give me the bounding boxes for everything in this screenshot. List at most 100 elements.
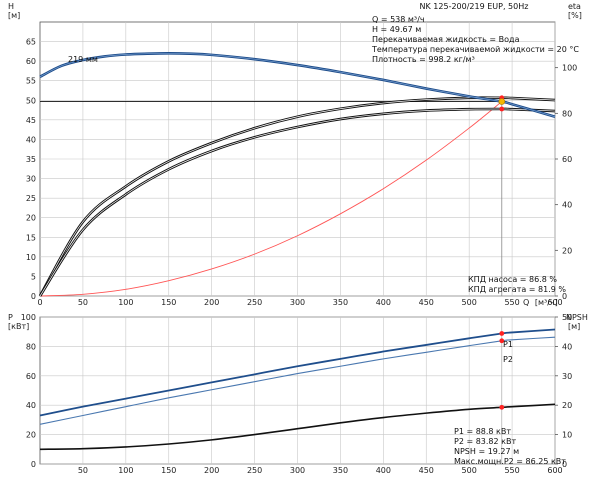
- top-y-tick-label: 15: [26, 233, 36, 242]
- top-y-right-label: eta: [568, 2, 581, 11]
- top-x-tick-label: 500: [462, 298, 477, 307]
- info-line-3: Температура перекачиваемой жидкости = 20…: [371, 45, 579, 54]
- top-x-tick-label: 600: [547, 298, 562, 307]
- top-x-tick-label: 200: [204, 298, 219, 307]
- top-y-tick-label: 30: [26, 175, 36, 184]
- info-line-2: Перекачиваемая жидкость = Вода: [372, 35, 520, 44]
- bottom-x-tick-label: 450: [419, 466, 434, 474]
- info-line-0: Q = 538 м³/ч: [372, 15, 425, 24]
- info-line-1: H = 49.67 м: [372, 25, 421, 34]
- top-y2-tick-label: 40: [562, 201, 572, 210]
- duty-point-marker: [498, 98, 506, 105]
- top-y-tick-label: 5: [31, 272, 36, 281]
- bottom-y2-tick-label: 0: [562, 460, 567, 469]
- top-x-tick-label: 250: [247, 298, 262, 307]
- top-x-tick-label: 50: [78, 298, 88, 307]
- top-y-tick-label: 50: [26, 96, 36, 105]
- system-curve-line: [39, 101, 503, 297]
- bottom-y2-tick-label: 50: [562, 313, 572, 322]
- top-x-tick-label-0: 0: [37, 298, 42, 307]
- top-y-left-label: H: [8, 2, 14, 11]
- top-x-tick-label: 150: [161, 298, 176, 307]
- top-y2-tick-label: 0: [562, 292, 567, 301]
- eff-line-0: КПД насоса = 86.8 %: [468, 275, 557, 284]
- bottom-ticks: 50 100 150 200 250 300 350 400 450 500 550 60002040…: [21, 313, 572, 475]
- top-y-tick-label: 35: [26, 155, 36, 164]
- bottom-x-tick-label: 100: [118, 466, 133, 474]
- eff-line-1: КПД агрегата = 81.9 %: [468, 285, 566, 294]
- bottom-y-tick-label: 80: [26, 342, 36, 351]
- bottom-x-tick-label: 350: [333, 466, 348, 474]
- top-y-tick-label: 25: [26, 194, 36, 203]
- bottom-info-line-3: Макс.мощн.P2 = 86.25 кВт: [454, 457, 566, 466]
- bottom-y2-tick-label: 20: [562, 401, 572, 410]
- bottom-x-tick-label: 300: [290, 466, 305, 474]
- x-axis-label: Q [м³/ч]: [523, 298, 558, 307]
- bottom-grid: [39, 316, 558, 465]
- bottom-y-left-unit: [кВт]: [8, 322, 29, 331]
- top-y-tick-label: 20: [26, 214, 36, 223]
- top-y-tick-label: 55: [26, 77, 36, 86]
- bottom-x-tick-label: 250: [247, 466, 262, 474]
- top-y-left-unit: [м]: [8, 11, 20, 20]
- bottom-y-tick-label: 20: [26, 431, 36, 440]
- info-line-4: Плотность = 998.2 кг/м³: [372, 55, 475, 64]
- bottom-x-tick-label: 550: [504, 466, 519, 474]
- bottom-x-tick-label: 200: [204, 466, 219, 474]
- bottom-y-tick-label: 100: [21, 313, 36, 322]
- bottom-y2-tick-label: 30: [562, 372, 572, 381]
- p1-marker: [499, 331, 505, 336]
- bottom-info-line-1: P2 = 83.82 кВт: [454, 437, 516, 446]
- top-x-tick-label: 300: [290, 298, 305, 307]
- top-y2-tick-label: 100: [562, 64, 577, 73]
- top-y-tick-label: 60: [26, 57, 36, 66]
- top-series: [38, 52, 556, 297]
- bottom-y-right-unit: [м]: [568, 322, 580, 331]
- x-axis-name: Q: [523, 298, 529, 307]
- x-axis-unit: [м³/ч]: [535, 298, 558, 307]
- bottom-y-right-label: NPSH: [566, 313, 588, 322]
- top-grid: [39, 21, 558, 297]
- top-y-tick-label: 65: [26, 38, 36, 47]
- p2-marker: [499, 338, 505, 344]
- npsh-marker: [499, 404, 505, 410]
- unit-efficiency-line-inner: [39, 108, 556, 297]
- top-y-tick-label: 45: [26, 116, 36, 125]
- bottom-x-tick-label: 400: [376, 466, 391, 474]
- top-x-tick-label: 350: [333, 298, 348, 307]
- p1-label: P1: [503, 340, 513, 349]
- top-x-tick-label: 450: [419, 298, 434, 307]
- bottom-x-tick-label: 600: [547, 466, 562, 474]
- bottom-x-tick-label: 50: [78, 466, 88, 474]
- chart-title: NK 125-200/219 EUP, 50Hz: [420, 2, 529, 11]
- head-curve-line-inner: [39, 52, 556, 118]
- bottom-series: [39, 317, 556, 464]
- top-y2-tick-label: 60: [562, 155, 572, 164]
- p2-label: P2: [503, 355, 513, 364]
- bottom-info-line-2: NPSH = 19.27 м: [454, 447, 519, 456]
- top-y2-tick-label: 80: [562, 109, 572, 118]
- top-y-tick-label: 40: [26, 135, 36, 144]
- bottom-y-tick-label: 60: [26, 372, 36, 381]
- top-x-tick-label: 400: [376, 298, 391, 307]
- curve-label-219: 219 мм: [68, 55, 98, 64]
- top-y-tick-label: 0: [31, 292, 36, 301]
- bottom-info-line-0: P1 = 88.8 кВт: [454, 427, 511, 436]
- pump-efficiency-line-inner: [39, 97, 556, 297]
- bottom-y-left-label: P: [8, 313, 13, 322]
- top-y2-tick-label: 20: [562, 246, 572, 255]
- top-y-tick-label: 10: [26, 253, 36, 262]
- bottom-x-tick-label: 150: [161, 466, 176, 474]
- bottom-y2-tick-label: 10: [562, 431, 572, 440]
- top-x-tick-label: 550: [504, 298, 519, 307]
- top-x-tick-label: 100: [118, 298, 133, 307]
- bottom-y-tick-label: 40: [26, 401, 36, 410]
- bottom-x-tick-label: 500: [462, 466, 477, 474]
- top-ticks: 50 100 150 200 250 300 350 400 450 500 550 60005101…: [26, 38, 577, 307]
- unit-efficiency-marker: [499, 106, 505, 112]
- top-y-right-unit: [%]: [568, 11, 582, 20]
- bottom-y2-tick-label: 40: [562, 342, 572, 351]
- bottom-y-tick-label: 0: [31, 460, 36, 469]
